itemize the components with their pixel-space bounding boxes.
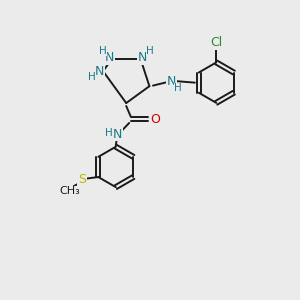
Text: N: N — [112, 128, 122, 141]
Text: H: H — [98, 46, 106, 56]
Text: N: N — [167, 75, 176, 88]
Text: H: H — [88, 72, 96, 82]
Text: N: N — [95, 64, 104, 78]
Text: H: H — [146, 46, 154, 56]
Text: H: H — [174, 83, 182, 93]
Text: O: O — [150, 113, 160, 126]
Text: N: N — [138, 51, 148, 64]
Text: H: H — [105, 128, 113, 138]
Text: S: S — [78, 173, 86, 186]
Text: N: N — [105, 51, 114, 64]
Text: CH₃: CH₃ — [60, 186, 80, 196]
Text: Cl: Cl — [210, 36, 222, 49]
